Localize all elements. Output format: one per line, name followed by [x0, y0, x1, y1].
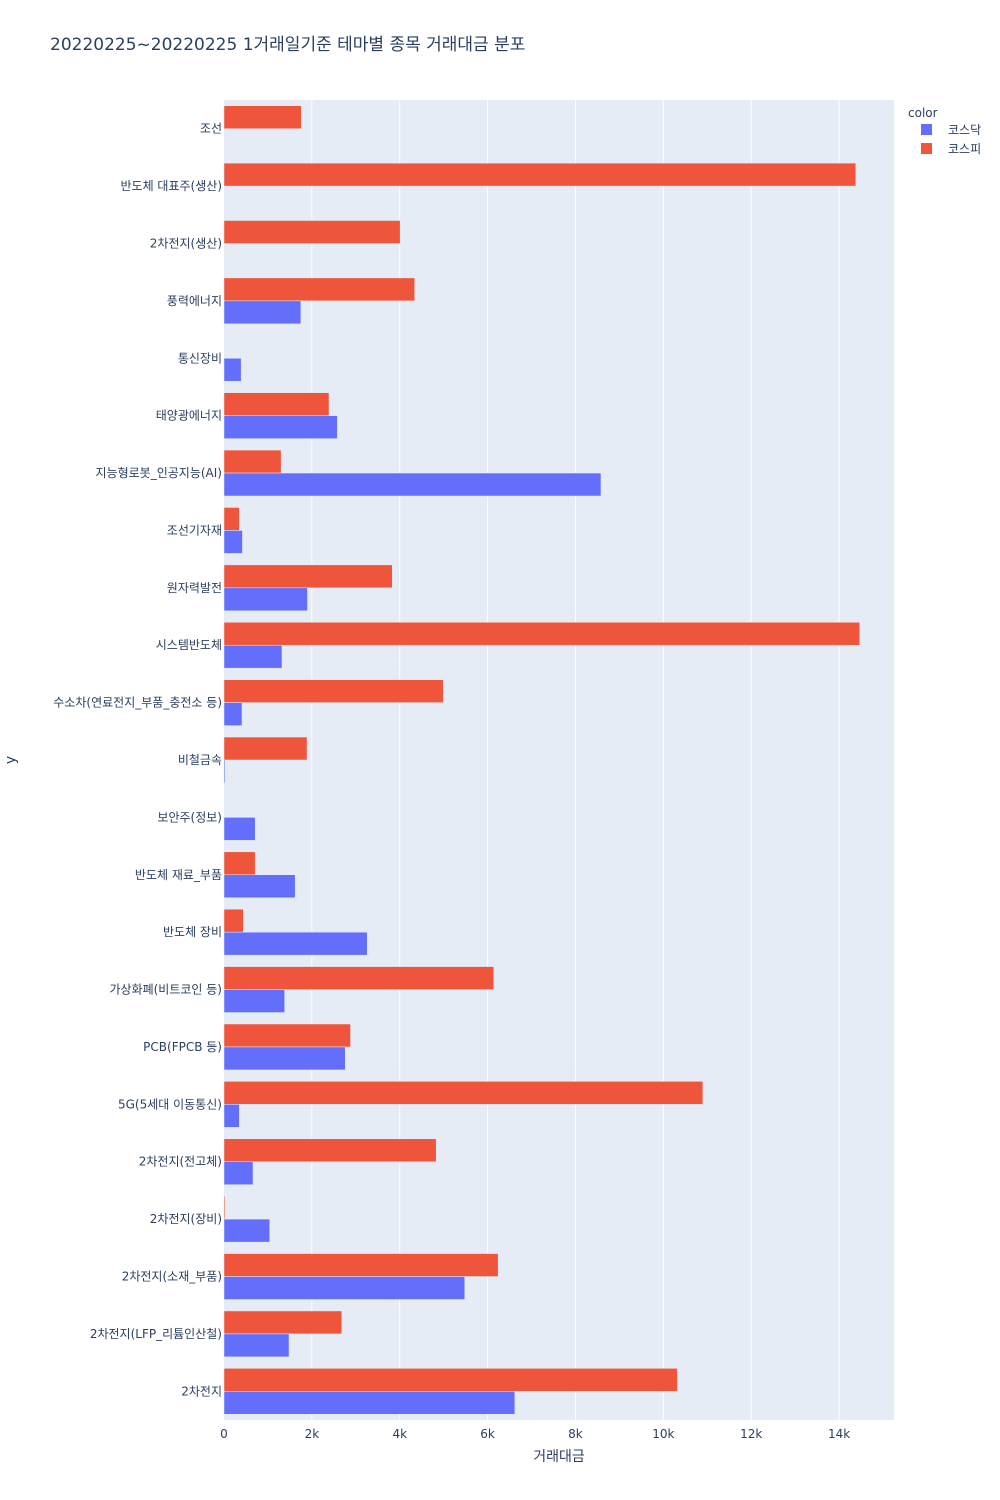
bar-코스피-14 — [223, 908, 244, 933]
x-tick-label: 12k — [740, 1427, 762, 1441]
y-tick-label: PCB(FPCB 등) — [143, 1040, 222, 1054]
chart-title: 20220225~20220225 1거래일기준 테마별 종목 거래대금 분포 — [50, 35, 525, 55]
bar-코스피-8 — [223, 564, 393, 589]
bar-코스닥-21 — [223, 1333, 290, 1358]
bar-코스피-22 — [223, 1368, 678, 1392]
y-tick-label: 2차전지(LFP_리튬인산철) — [90, 1327, 222, 1341]
y-axis-title: y — [3, 756, 19, 764]
legend-label: 코스닥 — [948, 123, 981, 137]
y-tick-label: 수소차(연료전지_부품_충전소 등) — [53, 696, 222, 710]
bar-코스피-5 — [223, 392, 330, 416]
bar-코스닥-8 — [223, 587, 308, 612]
bar-코스피-20 — [223, 1253, 499, 1277]
y-tick-label: 2차전지(전고체) — [139, 1155, 222, 1169]
x-tick-label: 6k — [480, 1427, 495, 1441]
y-tick-label: 풍력에너지 — [167, 294, 222, 308]
bar-코스닥-19 — [223, 1218, 270, 1243]
bar-코스닥-20 — [223, 1276, 466, 1300]
x-tick-label: 10k — [652, 1427, 674, 1441]
y-tick-label: 2차전지(소재_부품) — [122, 1270, 222, 1284]
y-tick-label: 2차전지(생산) — [150, 236, 222, 250]
bar-코스닥-3 — [223, 300, 302, 325]
y-tick-label: 지능형로봇_인공지능(AI) — [96, 466, 222, 480]
legend-swatch — [921, 124, 932, 135]
bar-코스피-7 — [223, 507, 240, 531]
bar-코스닥-12 — [223, 817, 256, 841]
x-tick-label: 0 — [220, 1427, 228, 1441]
bar-코스피-19 — [223, 1195, 226, 1220]
legend-title: color — [908, 106, 938, 120]
x-tick-label: 4k — [392, 1427, 407, 1441]
y-tick-label: 반도체 장비 — [163, 925, 222, 939]
y-tick-label: 태양광에너지 — [156, 409, 222, 423]
bar-코스닥-14 — [223, 931, 368, 956]
y-tick-label: 반도체 대표주(생산) — [121, 179, 223, 193]
y-tick-label: 2차전지(장비) — [150, 1212, 222, 1226]
bar-코스피-21 — [223, 1310, 342, 1335]
bar-코스닥-16 — [223, 1046, 346, 1071]
bar-코스피-0 — [223, 105, 302, 129]
y-tick-label: 2차전지 — [181, 1384, 222, 1398]
x-tick-label: 8k — [568, 1427, 583, 1441]
legend-label: 코스피 — [948, 142, 981, 156]
bar-코스피-1 — [223, 162, 857, 187]
y-tick-label: 원자력발전 — [167, 581, 222, 595]
bar-코스피-15 — [223, 966, 495, 990]
y-tick-label: 시스템반도체 — [156, 638, 222, 652]
y-tick-label: 반도체 재료_부품 — [135, 868, 222, 882]
plot-area — [224, 100, 894, 1420]
bar-코스피-18 — [223, 1138, 437, 1162]
bar-코스피-6 — [223, 449, 282, 474]
x-tick-label: 14k — [828, 1427, 850, 1441]
bar-코스닥-22 — [223, 1391, 516, 1415]
y-tick-label: 통신장비 — [178, 351, 222, 365]
x-axis-ticks: 0 2k 4k 6k 8k 10k 12k 14k — [220, 1427, 850, 1441]
bar-코스피-16 — [223, 1023, 351, 1048]
y-tick-label: 가상화폐(비트코인 등) — [109, 983, 222, 997]
bar-코스피-10 — [223, 679, 444, 703]
bar-코스피-2 — [223, 220, 401, 244]
bar-코스피-13 — [223, 851, 256, 876]
bar-코스닥-13 — [223, 874, 296, 898]
legend-swatch — [921, 143, 932, 154]
bar-코스닥-11 — [223, 759, 226, 784]
bar-코스닥-17 — [223, 1104, 240, 1128]
x-tick-label: 2k — [305, 1427, 320, 1441]
bar-코스닥-15 — [223, 989, 285, 1013]
bar-코스닥-7 — [223, 530, 243, 554]
bar-코스피-17 — [223, 1081, 704, 1105]
bar-코스닥-9 — [223, 644, 283, 669]
bar-코스닥-5 — [223, 415, 338, 439]
y-tick-label: 비철금속 — [178, 753, 222, 767]
bar-코스닥-10 — [223, 702, 243, 726]
x-axis-title: 거래대금 — [533, 1449, 585, 1465]
y-tick-label: 조선 — [200, 122, 222, 136]
bar-코스피-11 — [223, 736, 308, 761]
bars — [223, 105, 860, 1415]
y-tick-label: 조선기자재 — [167, 523, 222, 537]
y-tick-label: 5G(5세대 이동통신) — [118, 1097, 222, 1111]
bar-코스피-9 — [223, 622, 860, 646]
gridlines — [311, 100, 840, 1420]
bar-코스닥-18 — [223, 1161, 254, 1185]
bar-코스피-3 — [223, 277, 415, 302]
y-tick-label: 보안주(정보) — [157, 810, 222, 824]
bar-코스닥-6 — [223, 472, 602, 497]
bar-코스닥-4 — [223, 358, 242, 382]
